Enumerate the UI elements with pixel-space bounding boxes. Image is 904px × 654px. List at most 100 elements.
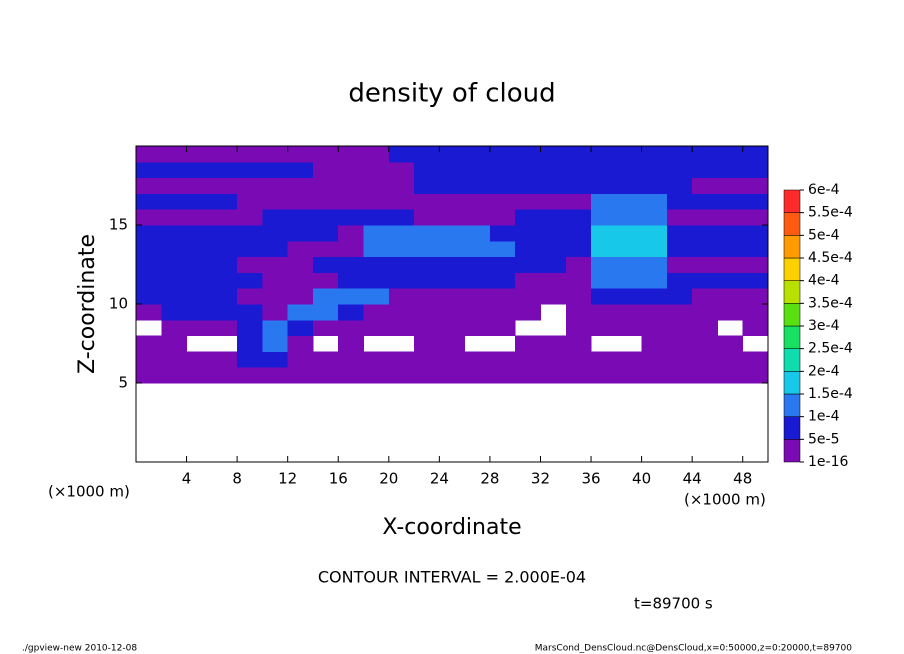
- contour-cell: [742, 177, 769, 194]
- contour-cell: [666, 146, 693, 163]
- contour-cell: [414, 335, 440, 352]
- contour-cell: [565, 288, 592, 305]
- colorbar-box: [783, 303, 801, 327]
- colorbar-label: 3.5e-4: [808, 295, 853, 311]
- x-tick-label: 40: [632, 470, 651, 488]
- contour-cell: [489, 161, 516, 179]
- contour-cell: [717, 288, 744, 305]
- contour-cell: [616, 240, 643, 258]
- contour-cell: [338, 335, 365, 352]
- contour-cell: [186, 351, 213, 368]
- contour-cell: [591, 240, 617, 258]
- contour-cell: [591, 161, 617, 179]
- contour-cell: [666, 177, 693, 194]
- colorbar-box: [783, 235, 801, 259]
- contour-cell: [388, 177, 415, 194]
- contour-cell: [565, 225, 592, 242]
- colorbar-box: [783, 439, 801, 463]
- contour-cell: [489, 177, 516, 194]
- contour-cell: [237, 319, 263, 337]
- contour-cell: [136, 240, 162, 258]
- y-axis-label: Z-coordinate: [75, 234, 100, 374]
- contour-cell: [338, 146, 365, 163]
- contour-cell: [388, 193, 415, 210]
- contour-cell: [262, 240, 289, 258]
- contour-cell: [565, 209, 592, 226]
- colorbar-box: [783, 371, 801, 395]
- contour-cell: [388, 256, 415, 273]
- contour-cell: [161, 161, 188, 179]
- contour-cell: [464, 193, 491, 210]
- contour-cell: [262, 335, 289, 352]
- contour-cell: [338, 177, 365, 194]
- contour-cell: [363, 256, 390, 273]
- contour-cell: [312, 256, 339, 273]
- contour-cell: [439, 319, 466, 337]
- contour-cell: [211, 272, 238, 289]
- contour-cell: [186, 288, 213, 305]
- contour-cell: [338, 319, 365, 337]
- contour-cell: [287, 225, 314, 242]
- x-tick-label: 12: [278, 470, 297, 488]
- contour-cell: [161, 319, 188, 337]
- contour-cell: [186, 225, 213, 242]
- contour-cell: [742, 146, 769, 163]
- contour-cell: [616, 161, 643, 179]
- contour-cell: [414, 146, 440, 163]
- contour-cell: [591, 272, 617, 289]
- contour-cell: [338, 367, 365, 384]
- contour-cell: [237, 240, 263, 258]
- contour-cell: [616, 272, 643, 289]
- contour-cell: [186, 256, 213, 273]
- contour-cell: [540, 193, 567, 210]
- footer-right: MarsCond_DensCloud.nc@DensCloud,x=0:5000…: [535, 644, 852, 654]
- contour-cell: [262, 146, 289, 163]
- contour-cell: [211, 177, 238, 194]
- colorbar-label: 5e-5: [808, 431, 839, 447]
- colorbar-label: 1.5e-4: [808, 386, 853, 402]
- contour-cell: [591, 288, 617, 305]
- contour-cell: [237, 256, 263, 273]
- colorbar-label: 5e-4: [808, 227, 840, 243]
- contour-cell: [186, 161, 213, 179]
- contour-cell: [489, 272, 516, 289]
- y-tick-label: 15: [109, 216, 128, 234]
- contour-cell: [540, 161, 567, 179]
- contour-cell: [211, 240, 238, 258]
- contour-cell: [692, 288, 718, 305]
- contour-cell: [464, 304, 491, 321]
- contour-cell: [439, 367, 466, 384]
- contour-interval: CONTOUR INTERVAL = 2.000E-04: [318, 568, 586, 587]
- contour-cell: [489, 193, 516, 210]
- contour-cell: [186, 146, 213, 163]
- contour-cell: [515, 288, 541, 305]
- contour-cell: [742, 319, 769, 337]
- contour-cell: [262, 367, 289, 384]
- contour-cell: [591, 319, 617, 337]
- contour-cell: [742, 367, 769, 384]
- x-axis-label: X-coordinate: [382, 515, 521, 540]
- contour-cell: [186, 367, 213, 384]
- contour-cell: [211, 304, 238, 321]
- contour-cell: [742, 209, 769, 226]
- contour-cell: [591, 193, 617, 210]
- contour-cell: [666, 288, 693, 305]
- contour-cell: [515, 146, 541, 163]
- contour-cell: [414, 351, 440, 368]
- contour-cell: [742, 193, 769, 210]
- y-unit: (×1000 m): [48, 483, 130, 501]
- contour-cell: [136, 367, 162, 384]
- contour-cell: [742, 161, 769, 179]
- contour-cell: [136, 256, 162, 273]
- contour-cell: [641, 256, 668, 273]
- contour-cell: [515, 272, 541, 289]
- x-tick-label: 48: [733, 470, 752, 488]
- contour-cell: [439, 209, 466, 226]
- contour-cell: [136, 304, 162, 321]
- contour-cell: [211, 256, 238, 273]
- contour-cell: [540, 351, 567, 368]
- contour-cell: [565, 367, 592, 384]
- contour-cell: [161, 351, 188, 368]
- contour-cell: [641, 288, 668, 305]
